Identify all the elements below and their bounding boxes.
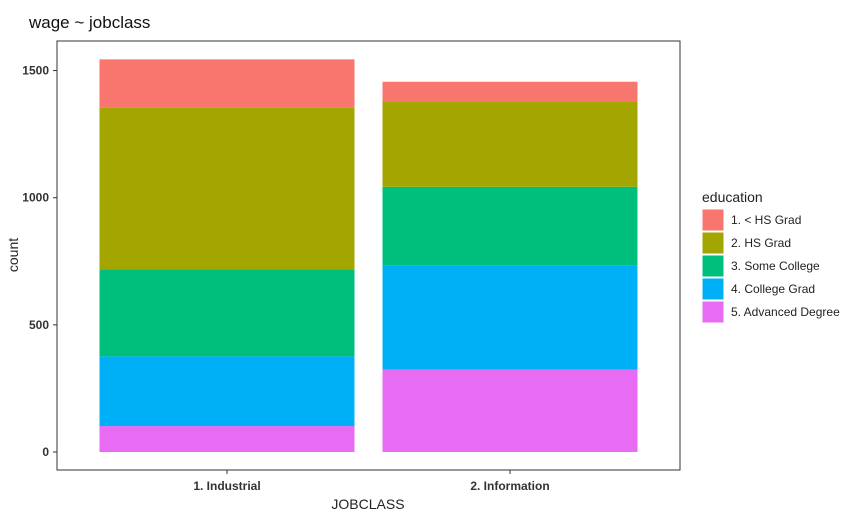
legend-key-2-hs-grad: [701, 231, 725, 255]
bar-segment-1-industrial-1-hs-grad: [99, 59, 355, 108]
y-tick-label: 1500: [22, 64, 49, 78]
bar-segment-1-industrial-5-advanced-degree: [99, 426, 355, 452]
bar-segment-1-industrial-4-college-grad: [99, 356, 355, 427]
legend: education 1. < HS Grad 2. HS Grad 3. Some …: [701, 189, 840, 324]
bar-segment-2-information-1-hs-grad: [382, 81, 638, 102]
chart-title: wage ~ jobclass: [28, 13, 150, 32]
y-tick-label: 1000: [22, 191, 49, 205]
y-tick-label: 500: [29, 318, 49, 332]
y-tick-label: 0: [42, 445, 49, 459]
legend-label: 4. College Grad: [731, 282, 815, 296]
x-tick-label: 2. Information: [470, 479, 549, 493]
x-axis: 1. Industrial 2. Information: [193, 470, 550, 493]
legend-title: education: [702, 189, 763, 205]
bar-segment-1-industrial-3-some-college: [99, 269, 355, 357]
x-axis-title: JOBCLASS: [331, 496, 404, 512]
legend-key-4-college-grad: [701, 277, 725, 301]
bar-segment-2-information-2-hs-grad: [382, 101, 638, 187]
legend-label: 1. < HS Grad: [731, 213, 801, 227]
bar-segment-2-information-4-college-grad: [382, 265, 638, 370]
bar-segment-1-industrial-2-hs-grad: [99, 107, 355, 270]
legend-label: 2. HS Grad: [731, 236, 791, 250]
bar-segment-2-information-3-some-college: [382, 186, 638, 266]
bar-segment-2-information-5-advanced-degree: [382, 369, 638, 452]
x-tick-label: 1. Industrial: [193, 479, 260, 493]
legend-key-5-advanced-degree: [701, 300, 725, 324]
y-axis: 0 500 1000 1500: [22, 64, 57, 459]
y-axis-title: count: [5, 238, 21, 272]
legend-key-3-some-college: [701, 254, 725, 278]
legend-key-1-hs-grad: [701, 208, 725, 232]
bars-group: [99, 59, 638, 452]
legend-label: 3. Some College: [731, 259, 820, 273]
legend-label: 5. Advanced Degree: [731, 305, 840, 319]
